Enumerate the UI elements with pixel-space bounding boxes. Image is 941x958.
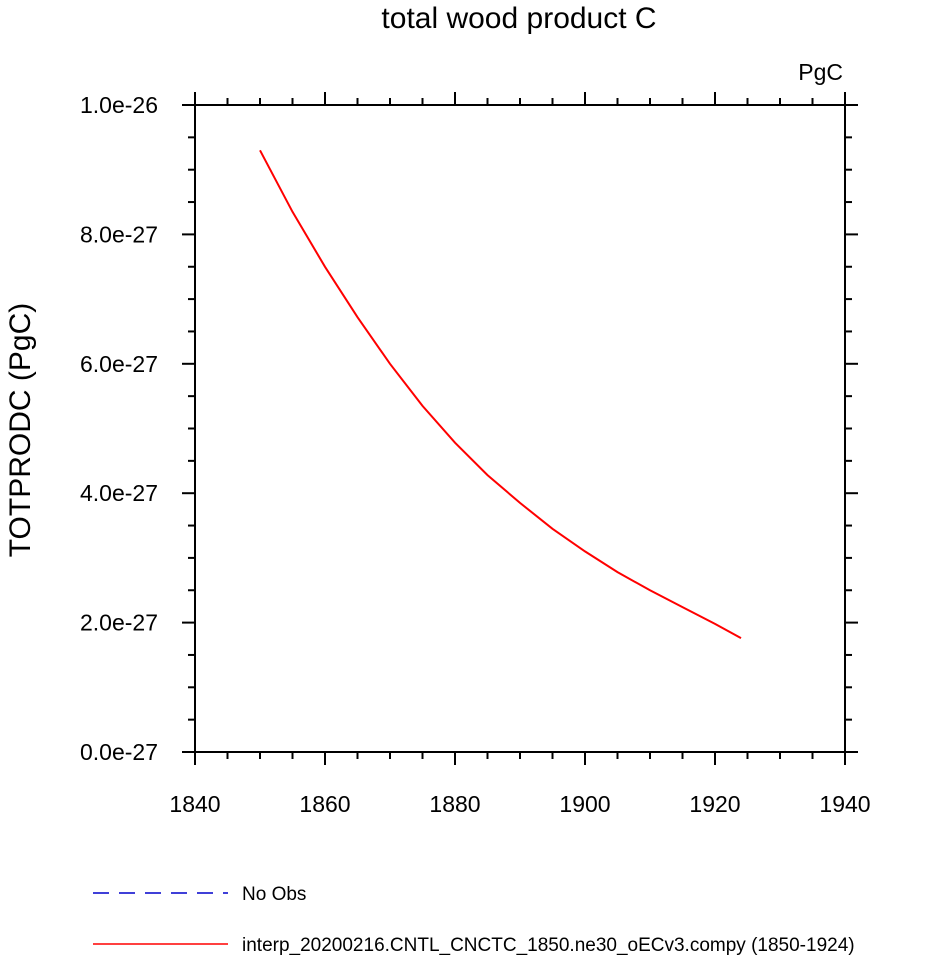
y-tick-label: 4.0e-27 <box>80 480 158 506</box>
y-tick-labels: 0.0e-27 2.0e-27 4.0e-27 6.0e-27 8.0e-27 1.0e-… <box>80 92 158 765</box>
x-tick-label: 1940 <box>819 791 870 817</box>
series-group <box>259 149 742 639</box>
units-label: PgC <box>798 59 843 85</box>
plot-frame <box>194 104 846 753</box>
x-tick-labels: 1840 1860 1880 1900 1920 1940 <box>169 791 870 817</box>
y-tick-label: 1.0e-26 <box>80 92 158 118</box>
axis-ticks <box>182 92 858 765</box>
y-tick-label: 2.0e-27 <box>80 610 158 636</box>
y-tick-label: 0.0e-27 <box>80 739 158 765</box>
y-tick-label: 6.0e-27 <box>80 351 158 377</box>
x-tick-label: 1840 <box>169 791 220 817</box>
x-tick-label: 1860 <box>299 791 350 817</box>
legend: No Obs interp_20200216.CNTL_CNCTC_1850.ne… <box>93 884 855 956</box>
x-tick-label: 1880 <box>429 791 480 817</box>
y-axis-label: TOTPRODC (PgC) <box>4 303 37 557</box>
y-tick-label: 8.0e-27 <box>80 221 158 247</box>
legend-label: interp_20200216.CNTL_CNCTC_1850.ne30_oEC… <box>242 935 855 956</box>
x-tick-label: 1920 <box>689 791 740 817</box>
series-line <box>259 149 742 639</box>
x-tick-label: 1900 <box>559 791 610 817</box>
legend-label: No Obs <box>242 884 306 905</box>
chart-title: total wood product C <box>381 2 656 35</box>
